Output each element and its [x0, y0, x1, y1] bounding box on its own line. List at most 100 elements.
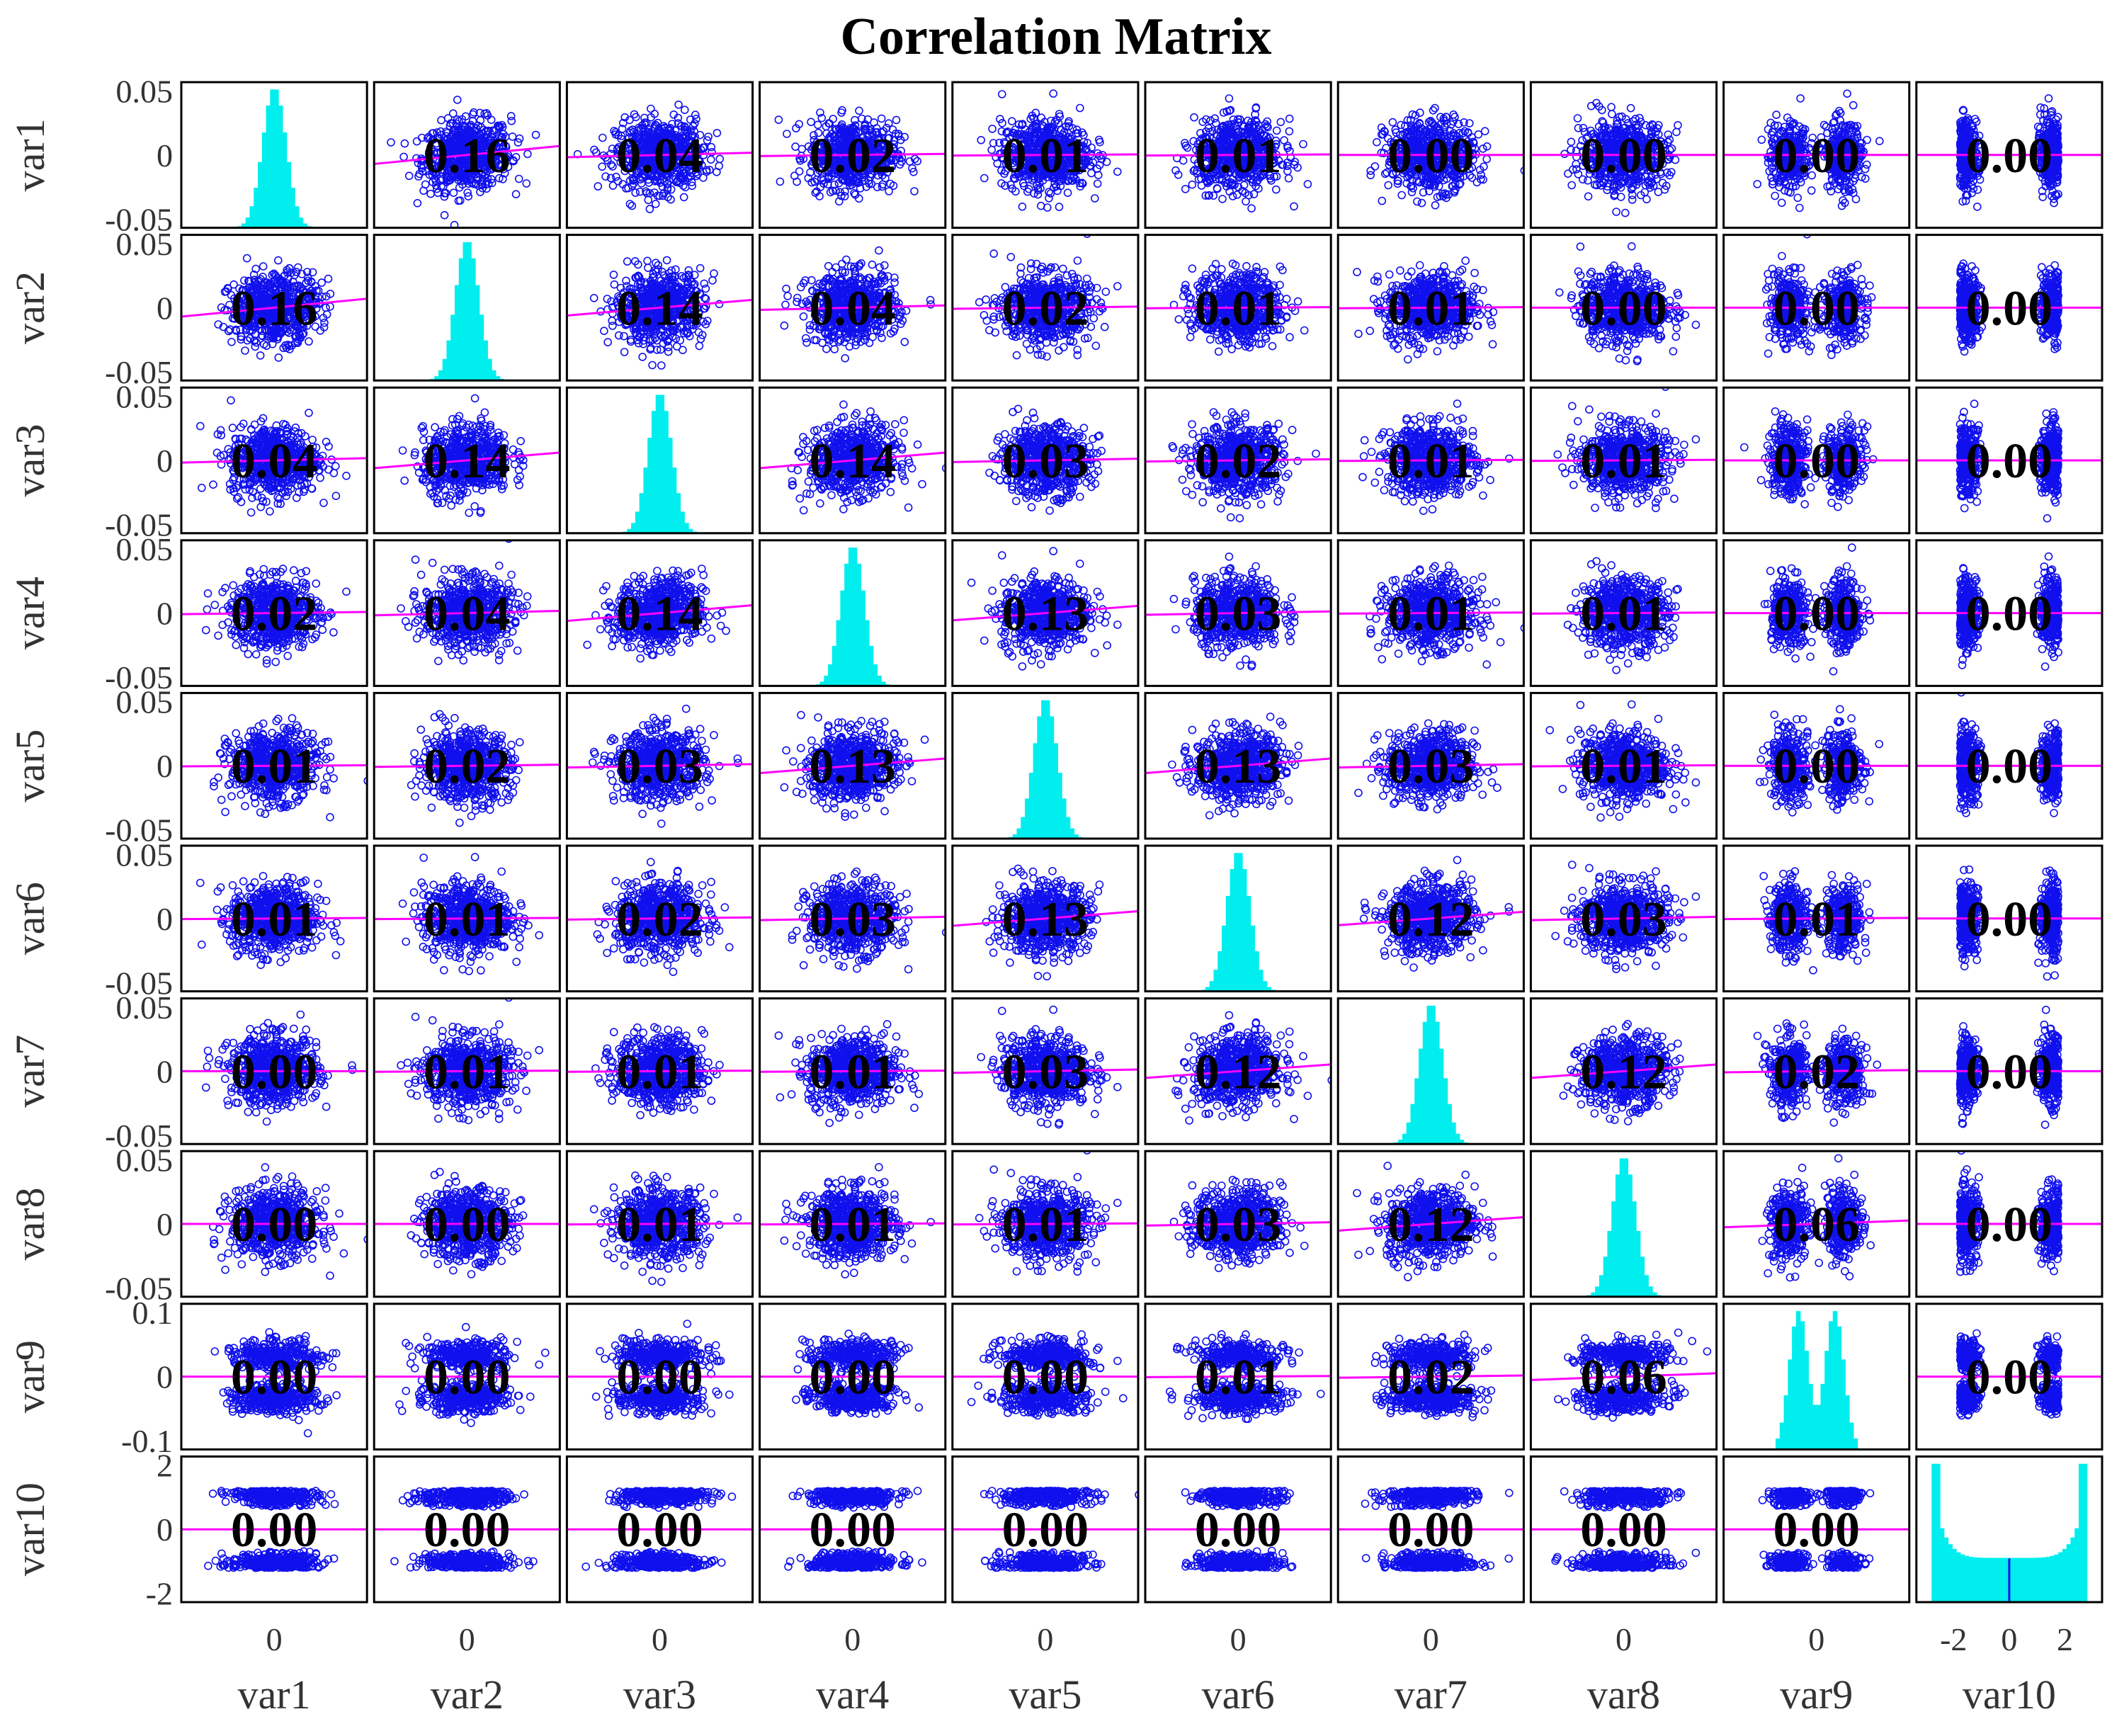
histogram-bar: [1853, 1439, 1858, 1449]
correlation-label: 0.00: [1580, 281, 1667, 336]
histogram-bar: [1800, 1321, 1805, 1449]
correlation-label: 0.00: [1002, 1351, 1089, 1405]
correlation-label: 0.01: [1773, 892, 1860, 947]
correlation-label: 0.00: [424, 1503, 511, 1558]
correlation-label: 0.01: [1195, 281, 1282, 336]
correlation-label: 0.02: [809, 129, 896, 183]
y-variable-label: var7: [7, 1035, 53, 1108]
correlation-label: 0.00: [231, 1503, 318, 1558]
histogram-bar: [1443, 1078, 1448, 1144]
correlation-label: 0.00: [616, 1503, 703, 1558]
histogram-bar: [2074, 1528, 2079, 1602]
histogram-bar: [1940, 1528, 1945, 1602]
histogram-bar: [1455, 1134, 1460, 1144]
histogram-bar: [1981, 1558, 1986, 1602]
histogram-bar: [856, 564, 861, 686]
histogram-bar: [2026, 1558, 2031, 1602]
y-variable-label: var8: [7, 1187, 53, 1260]
correlation-label: 0.00: [1966, 434, 2053, 489]
y-tick-label: 0.05: [116, 531, 174, 567]
y-variable-label: var1: [7, 118, 53, 191]
histogram-bar: [836, 620, 841, 686]
correlation-label: 0.00: [809, 1351, 896, 1405]
histogram-bar: [1956, 1553, 1961, 1602]
correlation-label: 0.13: [809, 739, 896, 794]
x-tick-label: 0: [266, 1621, 283, 1657]
histogram-bar: [283, 132, 288, 228]
histogram-bar: [295, 206, 300, 227]
histogram-bar: [450, 314, 455, 380]
histogram-bar: [475, 285, 480, 381]
correlation-label: 0.00: [231, 1351, 318, 1405]
histogram-bar: [1968, 1557, 1973, 1602]
y-tick-label: 0: [157, 596, 173, 632]
histogram-bar: [656, 395, 661, 533]
correlation-label: 0.00: [1966, 892, 2053, 947]
histogram-bar: [2058, 1553, 2063, 1602]
histogram-bar: [877, 676, 882, 686]
correlation-label: 0.01: [424, 1045, 511, 1099]
y-variable-label: var2: [7, 271, 53, 344]
histogram-bar: [1648, 1286, 1653, 1296]
histogram-bar: [1632, 1201, 1637, 1297]
histogram-bar: [1451, 1123, 1456, 1144]
histogram-bar: [1259, 970, 1264, 991]
x-tick-label: 0: [2001, 1621, 2017, 1657]
x-tick-label: 0: [1616, 1621, 1632, 1657]
histogram-bar: [2017, 1558, 2022, 1602]
histogram-bar: [443, 359, 448, 380]
histogram-bar: [1427, 1006, 1432, 1144]
histogram-bar: [1948, 1544, 1953, 1602]
correlation-label: 0.00: [1773, 281, 1860, 336]
histogram-bar: [1960, 1555, 1965, 1602]
histogram-bar: [1997, 1558, 2002, 1602]
histogram-bar: [1636, 1231, 1641, 1297]
histogram-bar: [2001, 1558, 2006, 1602]
histogram-bar: [631, 523, 636, 533]
histogram-bar: [2034, 1558, 2039, 1602]
correlation-label: 0.14: [809, 434, 896, 489]
correlation-label: 0.12: [1580, 1045, 1667, 1099]
histogram-bar: [680, 511, 685, 533]
histogram-bar: [2054, 1555, 2059, 1602]
histogram-bar: [2062, 1549, 2067, 1602]
histogram-bar: [1796, 1311, 1801, 1449]
histogram-bar: [1607, 1231, 1612, 1297]
histogram-bar: [1628, 1174, 1633, 1297]
histogram-bar: [1402, 1134, 1407, 1144]
y-tick-label: 0.05: [116, 1142, 174, 1179]
histogram-bar: [1062, 798, 1067, 839]
correlation-label: 0.00: [424, 1198, 511, 1252]
histogram-bar: [1439, 1049, 1444, 1145]
correlation-label: 0.00: [1773, 1503, 1860, 1558]
histogram-bar: [861, 591, 865, 686]
histogram-bar: [1222, 926, 1227, 992]
correlation-label: 0.01: [1387, 587, 1475, 642]
correlation-label: 0.01: [1195, 129, 1282, 183]
correlation-label: 0.01: [616, 1198, 703, 1252]
correlation-label: 0.06: [1580, 1351, 1667, 1405]
histogram-bar: [672, 467, 677, 533]
x-tick-label: 0: [1423, 1621, 1439, 1657]
correlation-label: 0.01: [424, 892, 511, 947]
correlation-label: 0.01: [1580, 739, 1667, 794]
histogram-bar: [2067, 1544, 2072, 1602]
correlation-label: 0.03: [809, 892, 896, 947]
correlation-label: 0.00: [809, 1503, 896, 1558]
correlation-label: 0.01: [1387, 434, 1475, 489]
correlation-label: 0.13: [1002, 892, 1089, 947]
correlation-label: 0.00: [1773, 587, 1860, 642]
correlation-label: 0.01: [231, 892, 318, 947]
correlation-label: 0.14: [424, 434, 511, 489]
histogram-bar: [1595, 1286, 1600, 1296]
histogram-bar: [467, 242, 472, 380]
correlation-label: 0.06: [1773, 1198, 1860, 1252]
histogram-bar: [1070, 829, 1075, 839]
histogram-bar: [1029, 773, 1034, 839]
histogram-bar: [1624, 1158, 1629, 1296]
x-variable-label: var2: [431, 1672, 504, 1718]
histogram-bar: [266, 106, 271, 228]
histogram-bar: [1776, 1439, 1781, 1449]
histogram-bar: [1226, 896, 1231, 992]
histogram-bar: [1812, 1405, 1817, 1449]
